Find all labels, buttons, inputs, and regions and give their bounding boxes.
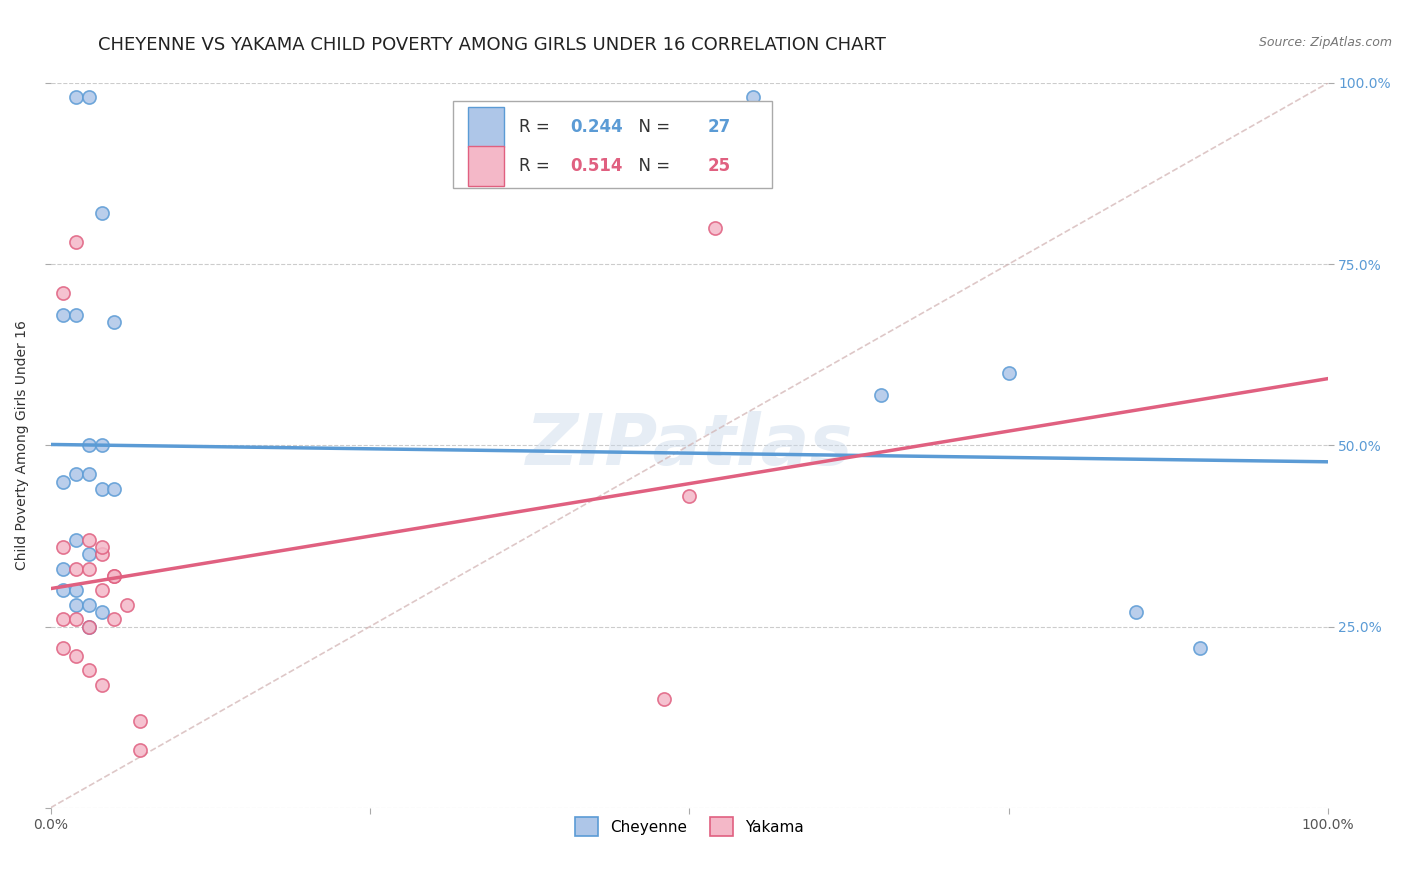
Point <box>77 619 100 633</box>
Point <box>90 547 112 561</box>
Text: N =: N = <box>628 157 675 176</box>
Point <box>65 90 87 104</box>
Point <box>52 308 75 322</box>
Point <box>678 489 700 503</box>
Point <box>1125 605 1147 619</box>
Point <box>52 286 75 301</box>
Point <box>90 540 112 554</box>
Point <box>869 387 891 401</box>
Text: N =: N = <box>628 118 675 136</box>
Text: 27: 27 <box>707 118 730 136</box>
Point <box>77 533 100 547</box>
Point <box>1189 641 1212 656</box>
Point <box>90 438 112 452</box>
Point <box>52 583 75 598</box>
Point <box>52 540 75 554</box>
Point <box>742 90 765 104</box>
FancyBboxPatch shape <box>468 107 503 147</box>
Text: 25: 25 <box>707 157 730 176</box>
Point <box>77 547 100 561</box>
Point <box>52 561 75 575</box>
Text: R =: R = <box>519 157 555 176</box>
Point <box>65 467 87 482</box>
Point <box>77 598 100 612</box>
Text: 0.514: 0.514 <box>571 157 623 176</box>
Text: Source: ZipAtlas.com: Source: ZipAtlas.com <box>1258 36 1392 49</box>
Point <box>103 612 125 626</box>
Point <box>52 612 75 626</box>
Point <box>65 612 87 626</box>
Point <box>129 714 152 728</box>
Point <box>52 475 75 489</box>
Point <box>77 438 100 452</box>
Point <box>103 315 125 329</box>
Point <box>65 308 87 322</box>
Text: ZIPatlas: ZIPatlas <box>526 411 853 480</box>
Text: 0.244: 0.244 <box>571 118 623 136</box>
Point <box>77 663 100 677</box>
Point <box>65 533 87 547</box>
Point <box>90 482 112 496</box>
Point <box>77 90 100 104</box>
Point <box>997 366 1019 380</box>
Text: R =: R = <box>519 118 555 136</box>
Text: CHEYENNE VS YAKAMA CHILD POVERTY AMONG GIRLS UNDER 16 CORRELATION CHART: CHEYENNE VS YAKAMA CHILD POVERTY AMONG G… <box>98 36 886 54</box>
Point <box>65 583 87 598</box>
FancyBboxPatch shape <box>468 146 503 186</box>
Legend: Cheyenne, Yakama: Cheyenne, Yakama <box>567 810 811 844</box>
Point <box>52 641 75 656</box>
Point <box>65 235 87 250</box>
Point <box>90 605 112 619</box>
Y-axis label: Child Poverty Among Girls Under 16: Child Poverty Among Girls Under 16 <box>15 320 30 570</box>
Point <box>103 569 125 583</box>
Point <box>90 677 112 691</box>
Point <box>65 598 87 612</box>
Point <box>77 619 100 633</box>
Point <box>65 648 87 663</box>
Point <box>103 482 125 496</box>
Point <box>77 561 100 575</box>
Point <box>90 206 112 220</box>
Point <box>103 569 125 583</box>
Point <box>703 220 725 235</box>
Point <box>115 598 138 612</box>
Point <box>129 743 152 757</box>
Point <box>90 583 112 598</box>
FancyBboxPatch shape <box>453 101 772 188</box>
Point <box>77 467 100 482</box>
Point <box>65 561 87 575</box>
Point <box>652 692 675 706</box>
